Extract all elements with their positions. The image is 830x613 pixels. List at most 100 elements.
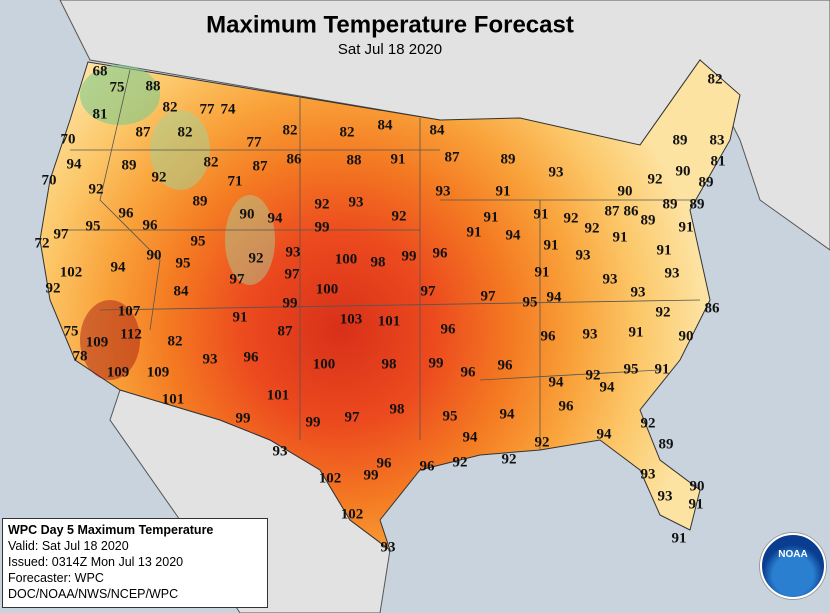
- temperature-label: 101: [267, 387, 290, 403]
- temperature-label: 93: [381, 539, 396, 555]
- temperature-label: 93: [658, 488, 673, 504]
- temperature-label: 94: [600, 379, 616, 395]
- temperature-label: 94: [549, 374, 565, 390]
- temperature-label: 70: [42, 172, 57, 188]
- temperature-label: 72: [35, 235, 50, 251]
- temperature-label: 92: [315, 196, 330, 212]
- temperature-label: 92: [641, 415, 656, 431]
- temperature-label: 99: [283, 295, 298, 311]
- temperature-label: 96: [541, 328, 557, 344]
- temperature-label: 92: [585, 220, 600, 236]
- temperature-label: 91: [544, 237, 559, 253]
- temperature-label: 100: [335, 251, 358, 267]
- temperature-label: 102: [341, 506, 364, 522]
- temperature-label: 99: [429, 355, 444, 371]
- temperature-label: 74: [221, 101, 237, 117]
- temperature-label: 71: [228, 173, 243, 189]
- temperature-label: 93: [273, 443, 288, 459]
- temperature-label: 109: [86, 334, 109, 350]
- temperature-label: 89: [193, 193, 208, 209]
- temperature-label: 95: [443, 408, 458, 424]
- temperature-label: 94: [268, 210, 284, 226]
- temperature-label: 86: [287, 151, 303, 167]
- temperature-label: 92: [564, 210, 579, 226]
- temperature-label: 93: [583, 326, 598, 342]
- temperature-label: 95: [86, 218, 101, 234]
- temperature-label: 89: [663, 196, 678, 212]
- temperature-label: 92: [648, 171, 663, 187]
- temperature-label: 100: [316, 281, 339, 297]
- temperature-label: 91: [484, 209, 499, 225]
- temperature-label: 99: [315, 219, 330, 235]
- title: Maximum Temperature Forecast: [206, 11, 574, 38]
- temperature-label: 97: [345, 409, 361, 425]
- temperature-label: 78: [73, 348, 88, 364]
- temperature-label: 93: [576, 247, 591, 263]
- info-box: WPC Day 5 Maximum Temperature Valid: Sat…: [2, 518, 268, 608]
- temperature-label: 95: [523, 294, 538, 310]
- temperature-label: 90: [690, 478, 705, 494]
- temperature-label: 94: [500, 406, 516, 422]
- temperature-label: 93: [631, 284, 646, 300]
- temperature-label: 87: [136, 124, 152, 140]
- temperature-label: 94: [597, 426, 613, 442]
- temperature-label: 103: [340, 311, 363, 327]
- temperature-label: 109: [147, 364, 170, 380]
- temperature-label: 93: [349, 194, 364, 210]
- temperature-label: 90: [618, 183, 633, 199]
- temperature-label: 91: [657, 242, 672, 258]
- temperature-label: 92: [535, 434, 550, 450]
- info-forecaster: Forecaster: WPC: [8, 571, 104, 585]
- temperature-label: 89: [699, 174, 714, 190]
- temperature-label: 81: [93, 106, 108, 122]
- temperature-label: 101: [378, 313, 401, 329]
- temperature-label: 102: [319, 470, 342, 486]
- temperature-label: 88: [146, 78, 161, 94]
- temperature-label: 109: [107, 364, 130, 380]
- temperature-label: 95: [176, 255, 191, 271]
- temperature-label: 92: [89, 181, 104, 197]
- cool-area: [225, 195, 275, 285]
- temperature-label: 93: [203, 351, 218, 367]
- temperature-label: 90: [147, 247, 162, 263]
- temperature-label: 98: [371, 254, 386, 270]
- temperature-label: 95: [624, 361, 639, 377]
- info-issued: Issued: 0314Z Mon Jul 13 2020: [8, 555, 184, 569]
- temperature-label: 84: [174, 283, 190, 299]
- temperature-label: 98: [382, 356, 397, 372]
- temperature-label: 95: [191, 233, 206, 249]
- temperature-label: 97: [481, 288, 497, 304]
- temperature-label: 81: [711, 153, 726, 169]
- temperature-label: 83: [710, 132, 725, 148]
- temperature-label: 88: [347, 152, 362, 168]
- temperature-label: 97: [285, 266, 301, 282]
- state-borders: [60, 69, 701, 450]
- temperature-label: 93: [665, 265, 680, 281]
- temperature-label: 91: [535, 264, 550, 280]
- subtitle: Sat Jul 18 2020: [338, 41, 442, 58]
- temperature-label: 92: [152, 169, 167, 185]
- temperature-label: 87: [253, 158, 269, 174]
- temperature-label: 97: [421, 283, 437, 299]
- temperature-label: 96: [433, 245, 449, 261]
- temperature-label: 91: [613, 229, 628, 245]
- info-source: DOC/NOAA/NWS/NCEP/WPC: [8, 587, 179, 601]
- temperature-label: 101: [162, 391, 185, 407]
- temperature-label: 92: [453, 454, 468, 470]
- temperature-label: 96: [143, 217, 159, 233]
- temperature-label: 82: [178, 124, 193, 140]
- temperature-label: 92: [586, 367, 601, 383]
- temperature-label: 92: [249, 250, 264, 266]
- temperature-label: 87: [445, 149, 461, 165]
- temperature-label: 84: [430, 122, 446, 138]
- temperature-label: 100: [313, 356, 336, 372]
- temperature-label: 93: [603, 271, 618, 287]
- temperature-label: 96: [461, 364, 477, 380]
- temperature-label: 68: [93, 63, 108, 79]
- temperature-label: 99: [364, 467, 379, 483]
- temperature-label: 92: [502, 451, 517, 467]
- temperature-label: 77: [200, 101, 216, 117]
- temperature-label: 90: [679, 328, 694, 344]
- temperature-label: 82: [340, 124, 355, 140]
- temperature-label: 93: [549, 164, 564, 180]
